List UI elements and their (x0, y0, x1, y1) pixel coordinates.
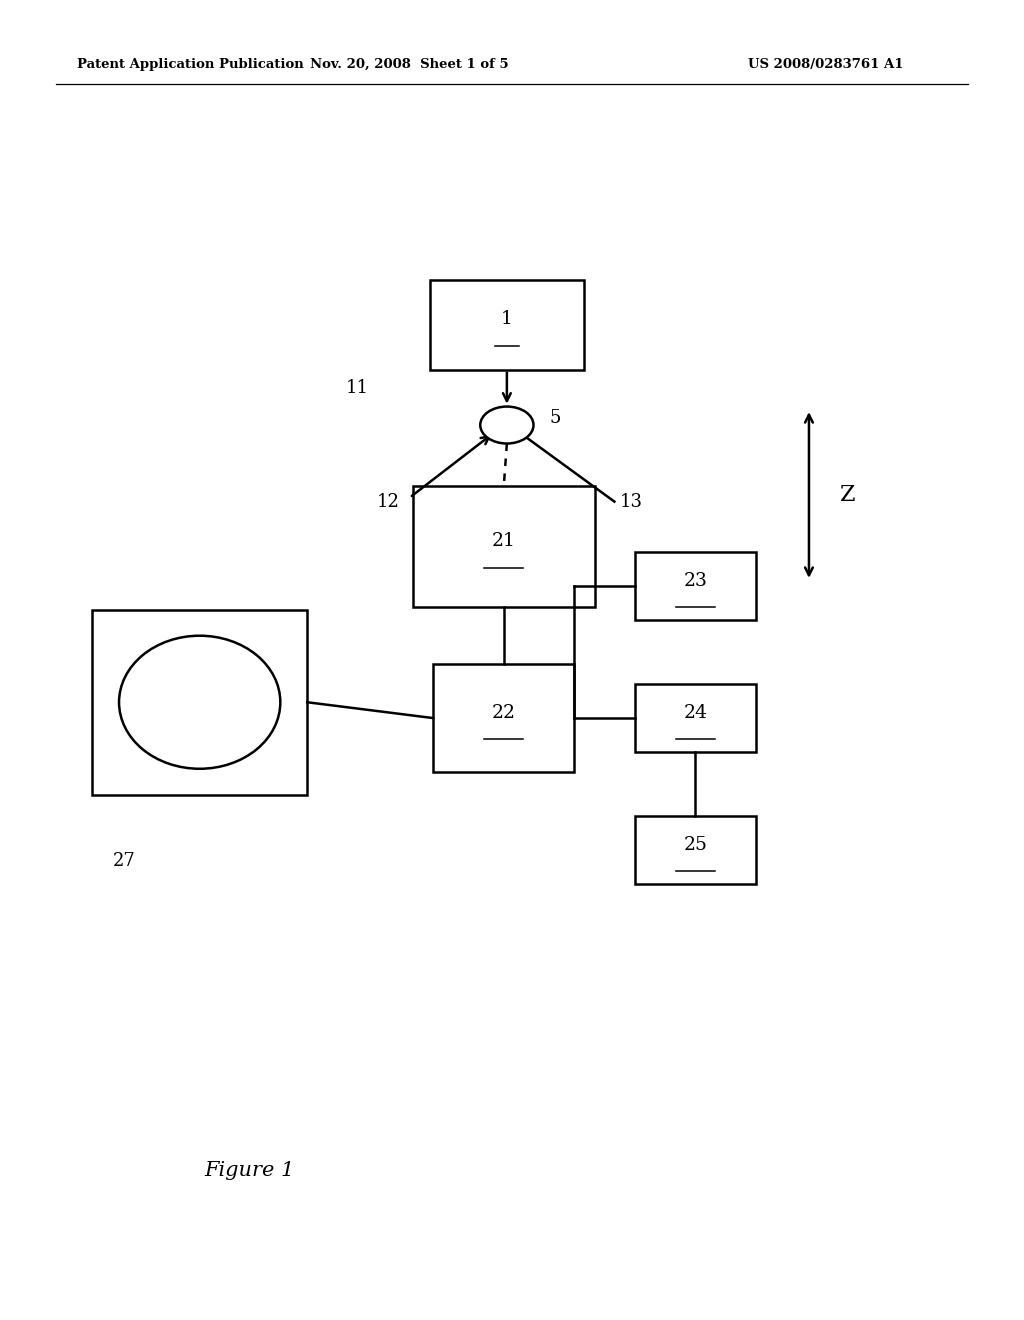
Ellipse shape (119, 636, 281, 768)
Bar (413, 486, 595, 607)
Bar (635, 552, 756, 620)
Bar (433, 664, 574, 772)
Text: US 2008/0283761 A1: US 2008/0283761 A1 (748, 58, 903, 71)
Text: Z: Z (840, 484, 855, 506)
Bar (635, 684, 756, 752)
Text: 27: 27 (113, 851, 135, 870)
Text: 23: 23 (683, 572, 708, 590)
Text: 12: 12 (377, 492, 399, 511)
Text: Figure 1: Figure 1 (205, 1162, 295, 1180)
Text: 5: 5 (550, 409, 561, 428)
Text: 11: 11 (346, 379, 369, 397)
Text: Patent Application Publication: Patent Application Publication (77, 58, 303, 71)
Bar (92, 610, 307, 795)
Text: 24: 24 (683, 704, 708, 722)
Ellipse shape (480, 407, 534, 444)
Text: Nov. 20, 2008  Sheet 1 of 5: Nov. 20, 2008 Sheet 1 of 5 (310, 58, 509, 71)
Bar (430, 280, 584, 370)
Text: 25: 25 (683, 836, 708, 854)
Text: 21: 21 (492, 532, 516, 550)
Text: 1: 1 (501, 310, 513, 329)
Text: 22: 22 (492, 704, 516, 722)
Bar (635, 816, 756, 884)
Text: 13: 13 (620, 492, 642, 511)
